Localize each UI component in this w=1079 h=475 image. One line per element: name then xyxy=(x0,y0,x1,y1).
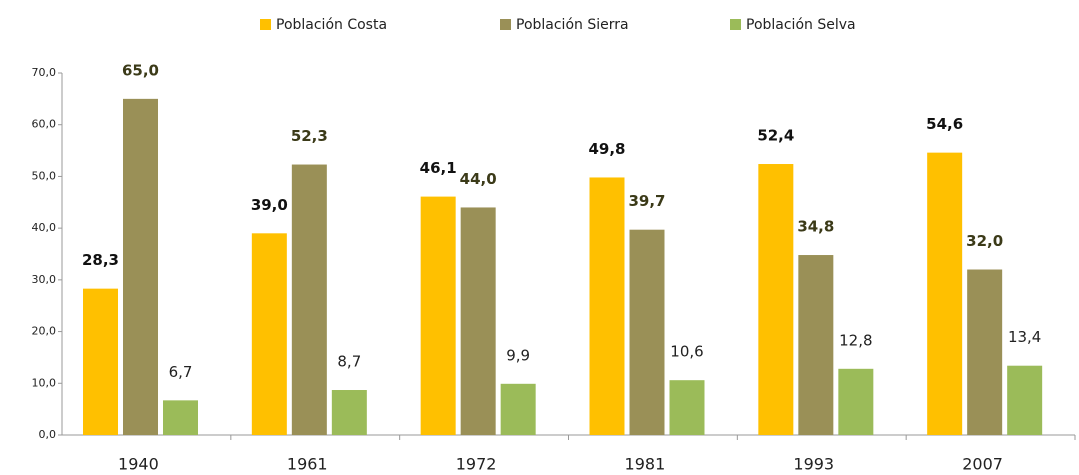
data-label: 32,0 xyxy=(966,232,1003,250)
x-tick-label: 2007 xyxy=(962,455,1003,474)
data-label: 39,0 xyxy=(251,196,288,214)
legend-swatch xyxy=(500,19,511,30)
x-tick-label: 1981 xyxy=(625,455,666,474)
bar xyxy=(1007,365,1043,435)
y-tick-label: 60,0 xyxy=(32,118,57,131)
bar xyxy=(629,229,665,435)
x-tick-label: 1940 xyxy=(118,455,159,474)
legend-label: Población Costa xyxy=(276,17,387,33)
legend-swatch xyxy=(260,19,271,30)
y-tick-label: 40,0 xyxy=(32,221,57,234)
data-label: 9,9 xyxy=(506,346,530,364)
y-tick-label: 50,0 xyxy=(32,169,57,182)
y-tick-label: 10,0 xyxy=(32,376,57,389)
x-tick-label: 1993 xyxy=(793,455,834,474)
legend-label: Población Selva xyxy=(746,17,856,33)
bar xyxy=(251,233,287,435)
bar xyxy=(758,164,794,435)
data-label: 39,7 xyxy=(628,192,665,210)
bar xyxy=(500,383,536,435)
bar xyxy=(291,164,327,435)
bar xyxy=(163,400,198,435)
y-tick-label: 30,0 xyxy=(32,273,57,286)
data-label: 52,3 xyxy=(291,127,328,145)
y-tick-label: 70,0 xyxy=(32,66,57,79)
data-label: 8,7 xyxy=(337,353,361,371)
bar xyxy=(669,380,705,435)
data-label: 49,8 xyxy=(588,140,625,158)
data-label: 12,8 xyxy=(839,331,872,349)
data-label: 6,7 xyxy=(169,363,193,381)
bar xyxy=(83,288,118,435)
legend-swatch xyxy=(730,19,741,30)
bar xyxy=(927,152,963,435)
bar xyxy=(331,390,367,435)
data-label: 28,3 xyxy=(82,251,119,269)
data-label: 10,6 xyxy=(670,343,703,361)
y-tick-label: 20,0 xyxy=(32,325,57,338)
data-label: 46,1 xyxy=(420,159,457,177)
bar xyxy=(460,207,496,435)
data-label: 34,8 xyxy=(797,218,834,236)
bar xyxy=(967,269,1003,435)
bar xyxy=(123,98,158,435)
x-tick-label: 1961 xyxy=(287,455,328,474)
data-label: 13,4 xyxy=(1008,328,1041,346)
legend-label: Población Sierra xyxy=(516,17,629,33)
bar xyxy=(838,368,874,435)
data-label: 54,6 xyxy=(926,115,963,133)
y-tick-label: 0,0 xyxy=(39,428,57,441)
bar xyxy=(798,255,834,435)
bar xyxy=(589,177,625,435)
data-label: 52,4 xyxy=(757,127,794,145)
bar xyxy=(420,196,456,435)
data-label: 44,0 xyxy=(460,170,497,188)
data-label: 65,0 xyxy=(122,61,159,79)
x-tick-label: 1972 xyxy=(456,455,497,474)
